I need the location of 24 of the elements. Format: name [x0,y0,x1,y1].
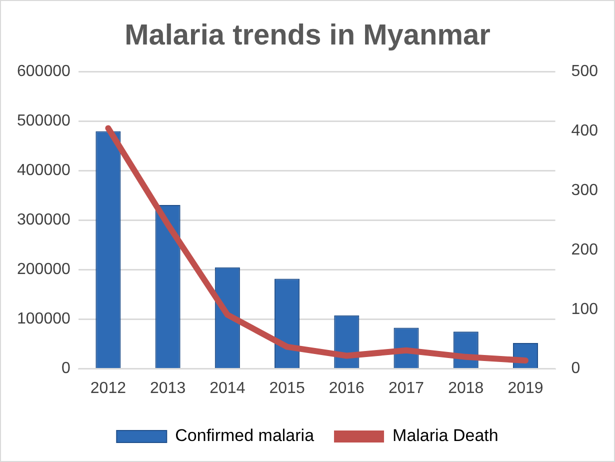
x-tick-label: 2016 [328,380,365,397]
chart-title: Malaria trends in Myanmar [124,19,490,52]
x-tick-label: 2012 [90,380,126,397]
y2-tick-label: 300 [571,182,598,200]
y-tick-label: 0 [61,360,70,378]
y2-tick-label: 0 [571,360,580,378]
y-tick-label: 500000 [17,112,70,130]
y2-tick-label: 500 [571,63,598,80]
y2-tick-label: 400 [571,122,598,140]
x-tick-label: 2018 [448,380,484,397]
y-tick-label: 400000 [17,162,70,180]
x-tick-label: 2019 [508,380,544,397]
legend-label: Confirmed malaria [175,426,315,446]
x-tick-label: 2014 [210,380,246,397]
legend-label: Malaria Death [392,426,498,446]
y-tick-label: 100000 [17,310,70,328]
y-tick-label: 200000 [17,261,70,278]
y-tick-label: 300000 [17,212,70,229]
x-tick-label: 2015 [269,380,305,397]
x-tick-label: 2013 [150,380,186,397]
y2-tick-label: 200 [571,241,598,258]
y-tick-label: 600000 [17,63,70,80]
x-tick-label: 2017 [388,380,424,397]
y2-tick-label: 100 [571,300,598,318]
